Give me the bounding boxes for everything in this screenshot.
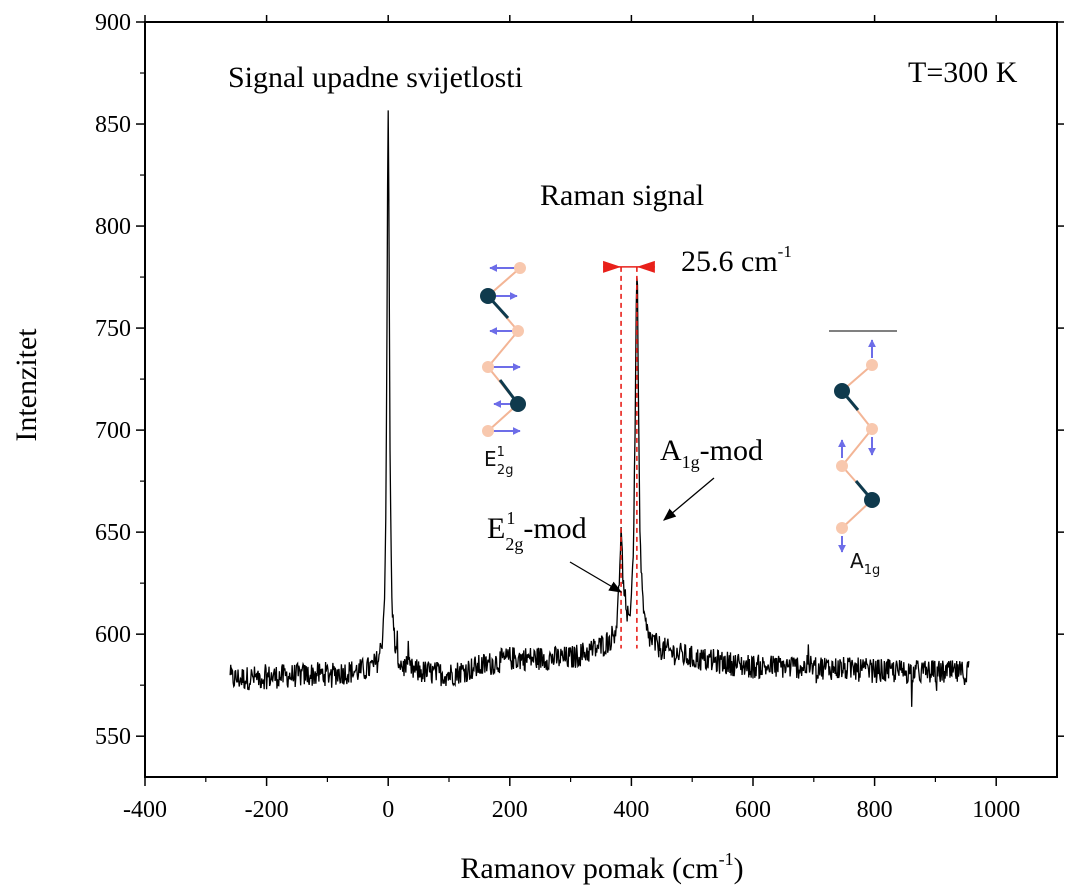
x-tick-label: 1000 — [972, 797, 1020, 823]
y-tick-label: 850 — [95, 112, 131, 138]
y-tick-label: 700 — [95, 418, 131, 444]
x-axis-title-main: Ramanov pomak (cm — [460, 852, 718, 885]
y-axis-ticks: 550 600 650 700 750 800 850 900 — [95, 10, 1064, 750]
x-axis-title-sup: -1 — [719, 849, 734, 869]
y-tick-label: 550 — [95, 724, 131, 750]
x-tick-label: 400 — [613, 797, 649, 823]
e2g-mode-label: E1 2g-mod — [487, 508, 587, 554]
a1g-sub: 1g — [682, 452, 700, 472]
x-axis-title: Ramanov pomak (cm-1) — [460, 849, 743, 885]
e2g-main: E — [487, 512, 505, 545]
x-tick-label: 600 — [735, 797, 771, 823]
e2g-suffix: -mod — [523, 512, 586, 545]
a1g-suffix: -mod — [700, 434, 763, 467]
separation-value: 25.6 cm — [681, 245, 778, 278]
a1g-inset-label: A1g — [850, 549, 880, 578]
x-tick-label: -200 — [245, 797, 289, 823]
x-axis-ticks: -400 -200 0 200 400 600 800 1000 — [123, 15, 1020, 823]
laser-signal-label: Signal upadne svijetlosti — [228, 61, 523, 94]
peak-separation-label: 25.6 cm-1 — [681, 242, 792, 278]
e2g-sup: 1 — [506, 508, 515, 528]
y-tick-label: 750 — [95, 316, 131, 342]
temperature-label: T=300 K — [908, 56, 1018, 89]
y-tick-label: 800 — [95, 214, 131, 240]
x-tick-label: 0 — [382, 797, 394, 823]
x-tick-label: 200 — [492, 797, 528, 823]
e2g-pointer-arrow — [569, 561, 623, 593]
e2g-mode-illustration: E1 2g — [480, 262, 526, 478]
a1g-main: A — [660, 434, 682, 467]
e2g-inset-label: E1 2g — [484, 445, 513, 478]
y-axis-title: Intenzitet — [10, 328, 43, 442]
e2g-sub: 2g — [505, 534, 523, 554]
x-axis-title-end: ) — [734, 852, 744, 885]
spectrum-line — [229, 110, 970, 707]
plot-frame — [144, 21, 1058, 778]
separation-arrow-left — [603, 260, 622, 273]
a1g-mode-label: A1g-mod — [660, 434, 763, 472]
separation-arrow-right — [636, 260, 655, 273]
peak-separation-marker — [603, 260, 655, 649]
a1g-displacement-arrows — [838, 339, 876, 553]
y-tick-label: 900 — [95, 10, 131, 36]
a1g-pointer-arrow — [663, 477, 715, 521]
x-tick-label: 800 — [857, 797, 893, 823]
raman-signal-label: Raman signal — [540, 179, 704, 212]
separation-unit-sup: -1 — [778, 242, 792, 261]
y-tick-label: 650 — [95, 520, 131, 546]
a1g-mode-illustration: A1g — [829, 330, 897, 578]
y-tick-label: 600 — [95, 622, 131, 648]
x-tick-label: -400 — [123, 797, 167, 823]
